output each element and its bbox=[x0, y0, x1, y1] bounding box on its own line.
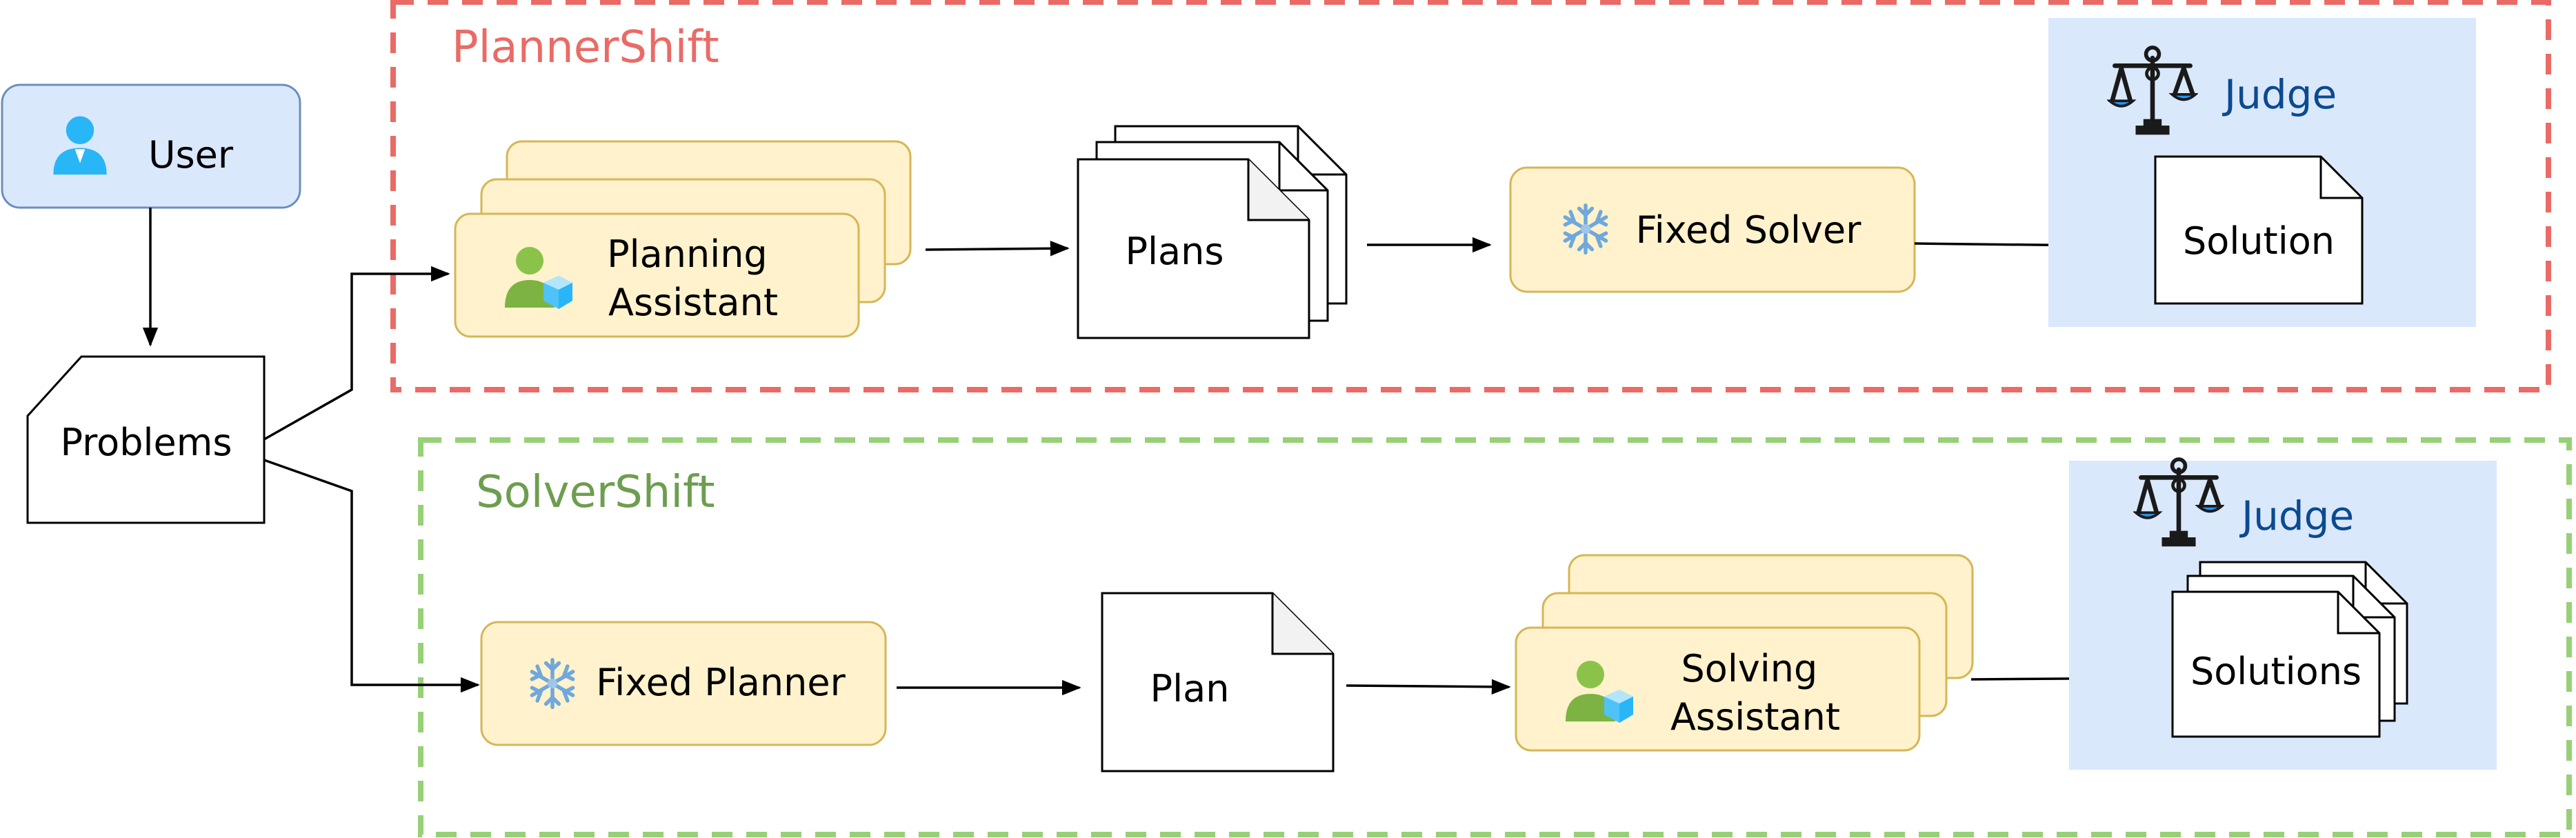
solving-assistant-label: Solving Assistant bbox=[1670, 647, 1840, 739]
solver-shift-title: SolverShift bbox=[476, 467, 715, 518]
fixed-planner-node: Fixed Planner bbox=[480, 621, 887, 746]
user-node: User bbox=[1, 83, 301, 209]
judge-label-bottom: Judge bbox=[2239, 492, 2354, 539]
edge-plan-solving-assistant bbox=[1346, 679, 1511, 695]
solution-label: Solution bbox=[2183, 219, 2335, 263]
plans-node: Plans bbox=[1077, 125, 1348, 339]
fixed-solver-node: Fixed Solver bbox=[1509, 166, 1916, 293]
user-label: User bbox=[148, 133, 234, 177]
problems-node: Problems bbox=[26, 355, 266, 524]
edge-problems-fixed-planner bbox=[263, 459, 480, 693]
fixed-planner-label: Fixed Planner bbox=[596, 661, 846, 704]
planning-assistant-node: Planning Assistant bbox=[454, 140, 912, 338]
edge-problems-planning-assistant bbox=[263, 266, 450, 441]
plans-label: Plans bbox=[1125, 230, 1224, 273]
edge-planning-assistant-plans bbox=[925, 241, 1070, 257]
solving-assistant-node: Solving Assistant bbox=[1515, 554, 1974, 752]
planner-shift-border bbox=[390, 0, 2551, 392]
judge-label-top: Judge bbox=[2222, 71, 2337, 118]
plan-label: Plan bbox=[1150, 667, 1230, 710]
judge-panel-bottom: Judge Solutions bbox=[2069, 459, 2497, 770]
solutions-label: Solutions bbox=[2190, 650, 2362, 693]
solver-shift-border bbox=[418, 437, 2572, 837]
fixed-solver-label: Fixed Solver bbox=[1636, 208, 1862, 252]
plan-node: Plan bbox=[1101, 592, 1335, 772]
judge-panel-top: Judge Solution bbox=[2048, 18, 2476, 327]
planner-shift-title: PlannerShift bbox=[452, 22, 719, 73]
problems-label: Problems bbox=[61, 421, 232, 464]
planning-assistant-label: Planning Assistant bbox=[607, 232, 779, 324]
